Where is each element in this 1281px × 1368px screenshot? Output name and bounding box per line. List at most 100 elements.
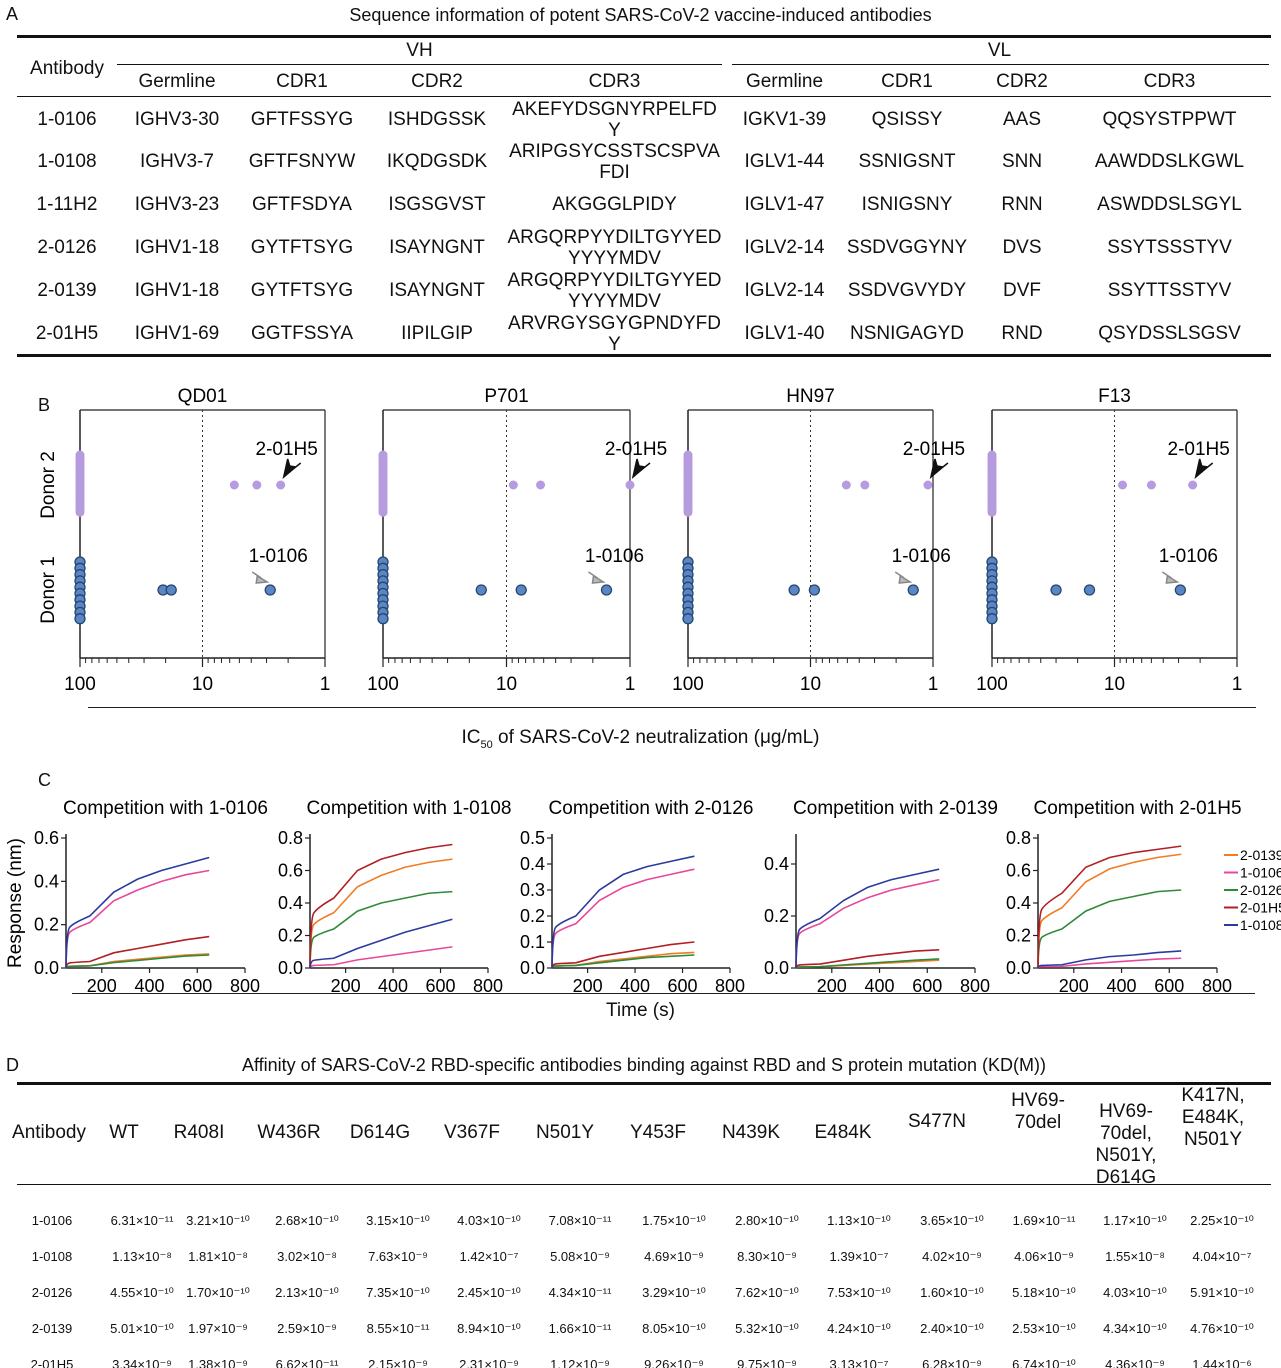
affinity-header-11: HV69-70del bbox=[1011, 1090, 1065, 1133]
x-tick-label: 10 bbox=[192, 674, 213, 695]
col-header-antibody: Antibody bbox=[30, 58, 104, 79]
col-header-cdr3-7: CDR3 bbox=[1143, 71, 1196, 92]
affinity-header-9: E484K bbox=[814, 1122, 872, 1143]
legend-entry: 2-0126 bbox=[1240, 882, 1281, 898]
series-line-1-0106 bbox=[65, 869, 210, 969]
legend-entry: 1-0106 bbox=[1240, 865, 1281, 881]
affinity-cell-2-6: 4.34×10⁻¹¹ bbox=[548, 1285, 612, 1300]
seq-cell-0-4: AKEFYDSGNYRPELFDY bbox=[512, 99, 717, 141]
donor1-arrow bbox=[894, 571, 913, 584]
affinity-cell-3-4: 8.55×10⁻¹¹ bbox=[366, 1321, 430, 1336]
affinity-cell-3-13: 4.76×10⁻¹⁰ bbox=[1190, 1321, 1254, 1336]
affinity-header-2: R408I bbox=[173, 1122, 225, 1143]
y-tick-label: 0.4 bbox=[520, 854, 545, 874]
seq-cell-4-3: ISAYNGNT bbox=[389, 280, 485, 301]
seq-cell-3-7: DVS bbox=[1002, 237, 1042, 258]
seq-cell-1-1: IGHV3-7 bbox=[140, 151, 214, 172]
seq-cell-2-4: AKGGGLPIDY bbox=[552, 194, 677, 215]
neutralization-label: of SARS-CoV-2 neutralization (μg/mL) bbox=[492, 727, 820, 748]
series-line-1-0106 bbox=[309, 946, 453, 969]
affinity-cell-1-6: 5.08×10⁻⁹ bbox=[550, 1249, 610, 1264]
donor2-highlight-label: 2-01H5 bbox=[256, 439, 318, 460]
affinity-header-5: V367F bbox=[444, 1122, 500, 1143]
seq-cell-2-2: GFTFSDYA bbox=[252, 194, 352, 215]
scatter-plot-1: P701 100 10 1 2-01H5 1-0106 bbox=[367, 386, 667, 695]
scatter-plot-2: HN97 100 10 1 2-01H5 1-0106 bbox=[672, 386, 965, 695]
panel-c-x-axis-label: Time (s) bbox=[606, 1000, 675, 1021]
affinity-header-6: N501Y bbox=[535, 1122, 595, 1143]
affinity-cell-2-2: 1.70×10⁻¹⁰ bbox=[186, 1285, 250, 1300]
donor2-point-baseline bbox=[75, 507, 85, 517]
y-tick-label: 0.0 bbox=[34, 958, 59, 978]
legend-entry: 2-01H5 bbox=[1240, 900, 1281, 916]
seq-cell-0-1: IGHV3-30 bbox=[134, 109, 220, 130]
seq-cell-5-2: GGTFSSYA bbox=[250, 323, 354, 344]
seq-cell-1-3: IKQDGSDK bbox=[386, 151, 488, 172]
seq-cell-0-3: ISHDGSSK bbox=[387, 109, 487, 130]
y-tick-label: 0.6 bbox=[1006, 861, 1031, 881]
series-line-2-01H5 bbox=[551, 941, 695, 969]
donor1-point bbox=[907, 584, 919, 596]
x-tick-label: 1 bbox=[320, 674, 331, 695]
scatter-plot-3: F13 100 10 1 2-01H5 1-0106 bbox=[976, 386, 1242, 695]
donor1-point bbox=[264, 584, 276, 596]
donor1-highlight-label: 1-0106 bbox=[249, 546, 308, 567]
affinity-cell-0-9: 1.13×10⁻¹⁰ bbox=[827, 1213, 891, 1228]
x-tick-label: 400 bbox=[620, 976, 650, 996]
seq-cell-0-7: AAS bbox=[1002, 109, 1042, 130]
donor2-highlight-label: 2-01H5 bbox=[605, 439, 667, 460]
affinity-cell-3-6: 1.66×10⁻¹¹ bbox=[548, 1321, 612, 1336]
affinity-header-10: S477N bbox=[907, 1111, 967, 1132]
affinity-cell-1-12: 1.55×10⁻⁸ bbox=[1105, 1249, 1165, 1264]
competition-title: Competition with 2-0126 bbox=[549, 798, 754, 819]
y-tick-label: 0.0 bbox=[1006, 958, 1031, 978]
affinity-cell-4-12: 4.36×10⁻⁹ bbox=[1105, 1357, 1165, 1368]
affinity-header-12: HV69-70del, N501Y, D614G bbox=[1095, 1101, 1157, 1188]
affinity-cell-0-12: 1.17×10⁻¹⁰ bbox=[1103, 1213, 1167, 1228]
seq-cell-5-0: 2-01H5 bbox=[35, 323, 99, 344]
group-header-vl: VL bbox=[987, 40, 1012, 61]
seq-cell-1-2: GFTFSNYW bbox=[248, 151, 356, 172]
x-tick-label: 10 bbox=[800, 674, 821, 695]
ic50-subscript: 50 bbox=[480, 738, 493, 751]
affinity-cell-4-11: 6.74×10⁻¹⁰ bbox=[1012, 1357, 1076, 1368]
affinity-cell-2-4: 7.35×10⁻¹⁰ bbox=[366, 1285, 430, 1300]
affinity-header-7: Y453F bbox=[630, 1122, 686, 1143]
affinity-cell-2-9: 7.53×10⁻¹⁰ bbox=[827, 1285, 891, 1300]
affinity-cell-3-3: 2.59×10⁻⁹ bbox=[277, 1321, 337, 1336]
x-tick-label: 800 bbox=[1202, 976, 1232, 996]
scatter-title: F13 bbox=[1098, 386, 1131, 407]
series-line-1-0106 bbox=[795, 878, 940, 969]
affinity-cell-2-7: 3.29×10⁻¹⁰ bbox=[642, 1285, 706, 1300]
col-header-cdr2-6: CDR2 bbox=[996, 71, 1048, 92]
donor2-point bbox=[1188, 480, 1198, 490]
competition-title: Competition with 1-0106 bbox=[63, 798, 268, 819]
y-tick-label: 0.8 bbox=[1006, 828, 1031, 848]
affinity-cell-3-10: 2.40×10⁻¹⁰ bbox=[920, 1321, 984, 1336]
seq-cell-4-0: 2-0139 bbox=[37, 280, 97, 301]
donor2-point bbox=[229, 480, 239, 490]
y-tick-label: 0.0 bbox=[278, 958, 303, 978]
affinity-header-8: N439K bbox=[721, 1122, 781, 1143]
series-line-1-0108 bbox=[551, 855, 695, 969]
x-tick-label: 400 bbox=[135, 976, 165, 996]
vh-underline bbox=[117, 64, 722, 65]
seq-cell-4-5: IGLV2-14 bbox=[744, 280, 825, 301]
x-tick-label: 1 bbox=[625, 674, 636, 695]
affinity-cell-3-1: 5.01×10⁻¹⁰ bbox=[110, 1321, 174, 1336]
x-tick-label: 1 bbox=[1232, 674, 1243, 695]
affinity-cell-0-5: 4.03×10⁻¹⁰ bbox=[457, 1213, 521, 1228]
seq-cell-3-3: ISAYNGNT bbox=[389, 237, 485, 258]
y-category-0: Donor 2 bbox=[38, 451, 59, 519]
x-tick-label: 200 bbox=[1059, 976, 1089, 996]
affinity-cell-2-13: 5.91×10⁻¹⁰ bbox=[1190, 1285, 1254, 1300]
panel-a-label: A bbox=[6, 4, 19, 24]
affinity-cell-4-3: 6.62×10⁻¹¹ bbox=[275, 1357, 339, 1368]
seq-cell-0-0: 1-0106 bbox=[37, 109, 97, 130]
affinity-cell-0-3: 2.68×10⁻¹⁰ bbox=[275, 1213, 339, 1228]
series-line-1-0106 bbox=[1037, 957, 1182, 969]
donor2-point bbox=[508, 480, 518, 490]
legend-entry: 2-0139 bbox=[1240, 847, 1281, 863]
seq-cell-4-8: SSYTTSSTYV bbox=[1107, 280, 1232, 301]
competition-title: Competition with 2-0139 bbox=[793, 798, 998, 819]
